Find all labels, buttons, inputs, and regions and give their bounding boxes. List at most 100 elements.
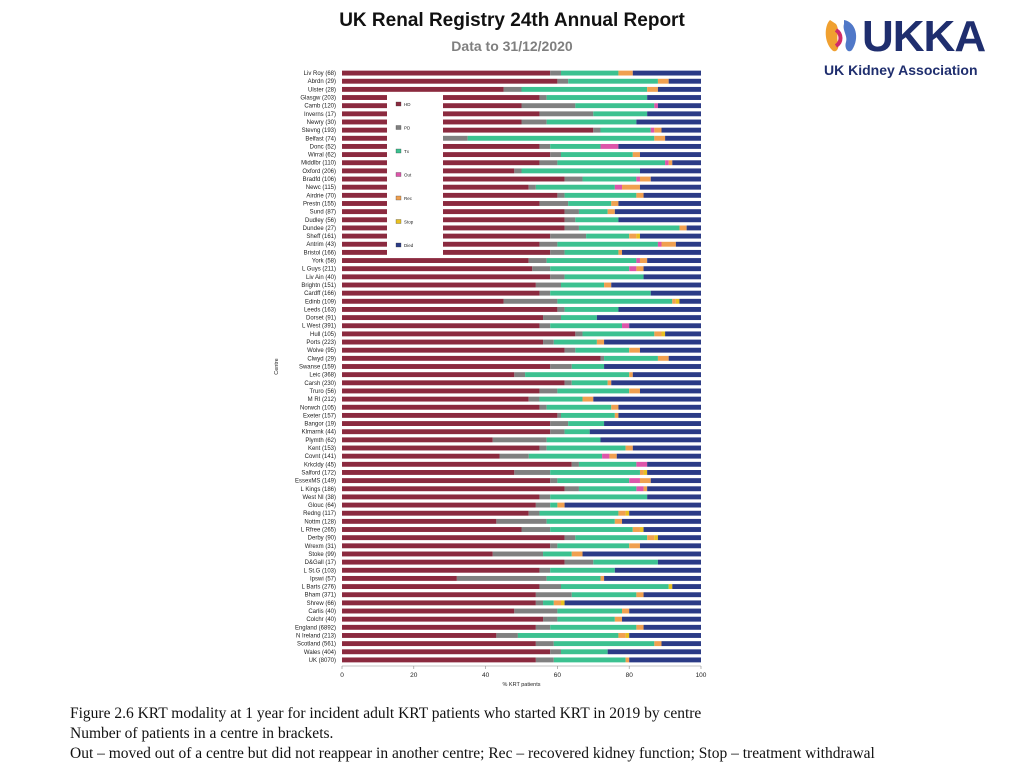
bar-segment-hd <box>342 290 540 296</box>
bar-segment-hd <box>342 364 551 369</box>
bar-segment-tx <box>575 347 630 353</box>
bar-segment-tx <box>578 225 680 231</box>
legend-label-rec: Rec <box>404 196 413 201</box>
bar-segment-died <box>632 372 701 378</box>
bar-segment-rec <box>625 445 633 451</box>
bar-segment-died <box>639 233 701 239</box>
bar-segment-hd <box>342 404 540 410</box>
bar-segment-stop <box>639 527 644 532</box>
bar-segment-pd <box>593 127 601 133</box>
bar-segment-hd <box>342 559 565 565</box>
bar-segment-hd <box>342 551 493 557</box>
legend-swatch-stop <box>395 219 402 224</box>
legend-label-out: Out <box>404 173 412 178</box>
bar-segment-pd <box>550 421 569 426</box>
bar-segment-tx <box>546 404 612 410</box>
bar-segment-tx <box>571 592 637 598</box>
y-tick-label: UK (8070) <box>309 658 336 664</box>
bar-segment-pd <box>557 78 569 84</box>
y-tick-label: N Ireland (213) <box>296 633 336 639</box>
legend-swatch-died <box>395 242 402 248</box>
bar-segment-hd <box>342 535 565 541</box>
bar-segment-pd <box>539 290 551 296</box>
y-tick-label: Liv Ain (40) <box>306 275 336 281</box>
bar-segment-rec <box>614 518 623 524</box>
bar-segment-hd <box>342 592 536 598</box>
y-tick-label: Middlbr (110) <box>301 161 336 167</box>
bar-segment-hd <box>342 527 522 532</box>
bar-segment-died <box>650 290 701 296</box>
bar-segment-tx <box>568 201 612 206</box>
bar-segment-tx <box>560 412 615 418</box>
y-tick-label: England (6892) <box>295 625 336 631</box>
y-tick-label: L Barts (276) <box>302 585 336 591</box>
bar-segment-hd <box>342 649 551 655</box>
bar-segment-died <box>639 184 701 190</box>
bar-segment-tx <box>582 176 637 182</box>
krt-modality-chart: Liv Roy (68) Abrdn (29) Ulster (28) Glasgw … <box>274 70 707 688</box>
bar-segment-tx <box>550 567 615 573</box>
bar-segment-died <box>614 209 701 215</box>
bar-segment-hd <box>342 127 594 133</box>
bar-segment-pd <box>564 347 576 353</box>
bar-segment-pd <box>521 527 551 532</box>
x-tick-label: 20 <box>410 672 418 679</box>
bar-segment-pd <box>535 641 554 647</box>
y-tick-label: Belfast (74) <box>305 136 336 142</box>
bar-segment-pd <box>514 372 526 378</box>
bar-segment-pd <box>499 453 529 459</box>
bar-segment-tx <box>550 470 640 475</box>
bar-segment-out <box>622 323 630 329</box>
bar-segment-died <box>622 249 701 255</box>
y-tick-label: Leic (368) <box>309 373 336 379</box>
y-tick-label: Cardff (166) <box>304 291 336 297</box>
bar-segment-hd <box>342 584 540 590</box>
y-tick-label: Prestn (155) <box>303 201 336 207</box>
bar-segment-pd <box>550 543 558 549</box>
y-tick-label: Krkcldy (45) <box>304 462 336 468</box>
bar-segment-hd <box>342 396 529 402</box>
bar-segment-died <box>675 241 701 247</box>
bar-segment-died <box>629 633 701 638</box>
bar-segment-tx <box>546 95 648 100</box>
bar-segment-tx <box>543 600 554 606</box>
bar-segment-pd <box>492 437 547 443</box>
bar-segment-tx <box>564 274 644 280</box>
bar-segment-hd <box>342 78 558 84</box>
bar-segment-tx <box>557 616 615 622</box>
bar-segment-hd <box>342 217 565 223</box>
y-tick-label: Bristol (166) <box>304 250 336 256</box>
caption-line-3: Out – moved out of a centre but did not … <box>70 745 875 762</box>
bar-segment-tx <box>575 217 619 223</box>
x-tick-label: 40 <box>482 672 490 679</box>
bar-segment-rec <box>654 127 662 133</box>
bar-segment-tx <box>575 103 655 109</box>
bar-segment-rec <box>654 641 662 647</box>
bar-segment-hd <box>342 209 565 215</box>
y-tick-label: L Kings (186) <box>301 487 336 493</box>
y-tick-label: Wrexm (31) <box>305 544 336 550</box>
bar-segment-pd <box>543 616 558 622</box>
bar-segment-died <box>650 478 701 484</box>
bar-segment-died <box>668 78 701 84</box>
bar-segment-tx <box>557 160 666 166</box>
bar-segment-died <box>647 95 701 100</box>
bar-segment-hd <box>342 510 529 516</box>
bar-segment-rec <box>582 396 594 402</box>
bar-segment-died <box>672 584 701 590</box>
bar-segment-pd <box>575 331 583 337</box>
bar-segment-hd <box>342 315 544 321</box>
bar-segment-tx <box>560 649 608 655</box>
y-tick-label: Wirral (62) <box>308 153 336 159</box>
bar-segment-hd <box>342 323 540 329</box>
legend-label-hd: HD <box>404 102 411 107</box>
bar-segment-tx <box>557 298 673 304</box>
caption-line-1: Figure 2.6 KRT modality at 1 year for in… <box>70 705 702 722</box>
bar-segment-died <box>604 339 701 345</box>
bar-segment-pd <box>492 551 544 557</box>
bar-segment-pd <box>539 143 551 149</box>
bar-segment-died <box>593 396 701 402</box>
bar-segment-hd <box>342 266 533 272</box>
bar-segment-pd <box>456 575 547 581</box>
y-tick-label: Swanse (159) <box>299 365 336 371</box>
